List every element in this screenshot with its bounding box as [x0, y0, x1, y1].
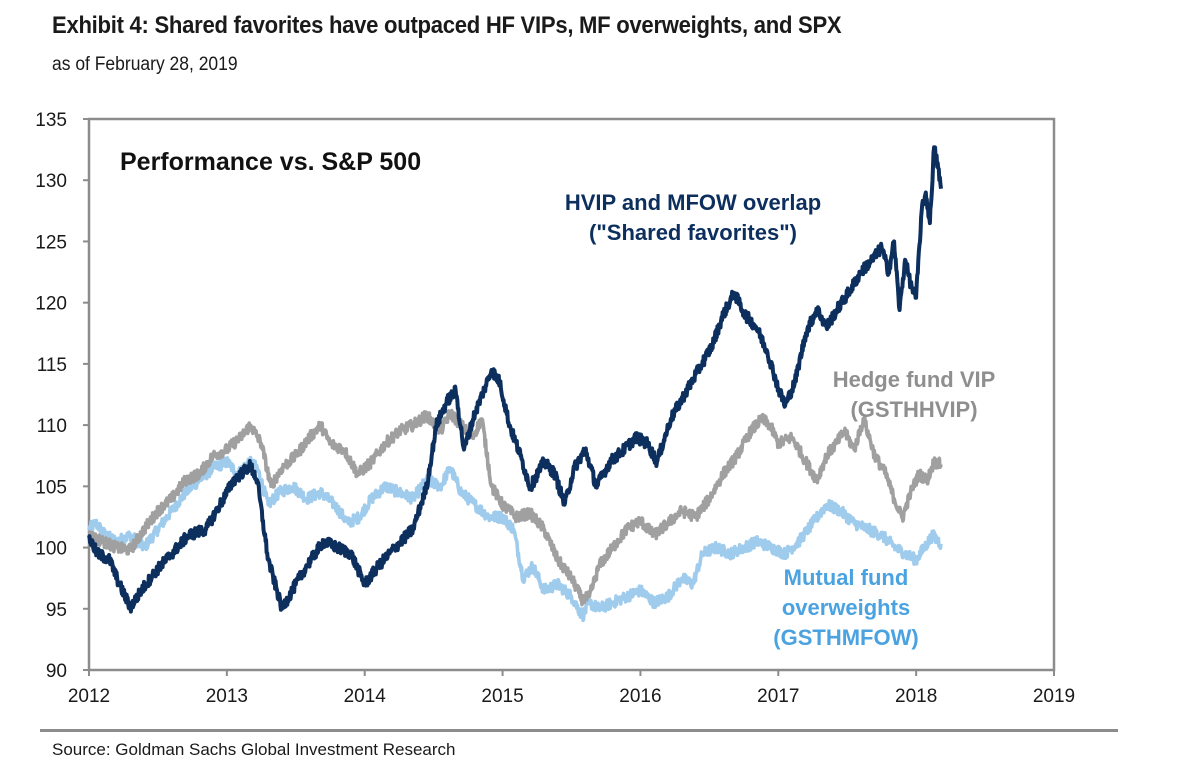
y-tick-label: 115	[37, 355, 67, 376]
x-tick-label: 2012	[68, 686, 110, 707]
series-label-line: Hedge fund VIP	[833, 367, 996, 392]
y-tick-label: 135	[35, 110, 67, 131]
series-label-line: overweights	[782, 595, 910, 620]
series-annotations: HVIP and MFOW overlap ("Shared favorites"…	[565, 190, 995, 650]
exhibit-title: Exhibit 4: Shared favorites have outpace…	[52, 12, 842, 39]
chart-title: Performance vs. S&P 500	[120, 148, 421, 176]
y-tick-label: 105	[35, 477, 67, 498]
x-tick-label: 2019	[1033, 686, 1075, 707]
y-tick-label: 125	[35, 232, 67, 253]
footer-divider	[40, 729, 1118, 732]
y-tick-label: 100	[35, 539, 67, 560]
mutual-fund-overweights-label: Mutual fund overweights (GSTHMFOW)	[773, 565, 918, 650]
mutual-fund-overweights-line	[87, 455, 943, 623]
x-tick-label: 2018	[895, 686, 937, 707]
x-tick-label: 2017	[757, 686, 799, 707]
hedge-fund-vip-line	[87, 408, 943, 607]
shared-favorites-line	[87, 145, 943, 614]
x-tick-label: 2015	[481, 686, 523, 707]
series-label-line: HVIP and MFOW overlap	[565, 190, 821, 215]
series-lines	[87, 145, 943, 623]
x-axis: 2012 2013 2014 2015 2016 2017 2018 2019	[68, 670, 1075, 707]
y-tick-label: 130	[35, 171, 67, 192]
x-tick-label: 2014	[344, 686, 387, 707]
series-label-line: (GSTHMFOW)	[773, 625, 918, 650]
series-label-line: Mutual fund	[784, 565, 909, 590]
y-tick-label: 110	[37, 416, 67, 437]
x-tick-label: 2013	[206, 686, 248, 707]
source-note: Source: Goldman Sachs Global Investment …	[52, 740, 456, 759]
y-tick-label: 90	[46, 661, 67, 682]
hedge-fund-vip-label: Hedge fund VIP (GSTHHVIP)	[833, 367, 996, 422]
y-tick-label: 120	[35, 294, 67, 315]
series-label-line: (GSTHHVIP)	[850, 397, 977, 422]
y-axis: 90 95 100 105 110 115 120 125 130 135	[35, 110, 89, 682]
exhibit-subtitle: as of February 28, 2019	[52, 54, 238, 75]
series-label-line: ("Shared favorites")	[589, 220, 797, 245]
shared-favorites-label: HVIP and MFOW overlap ("Shared favorites"…	[565, 190, 821, 245]
y-tick-label: 95	[46, 600, 67, 621]
plot-area-frame	[87, 117, 1056, 672]
x-tick-label: 2016	[619, 686, 661, 707]
